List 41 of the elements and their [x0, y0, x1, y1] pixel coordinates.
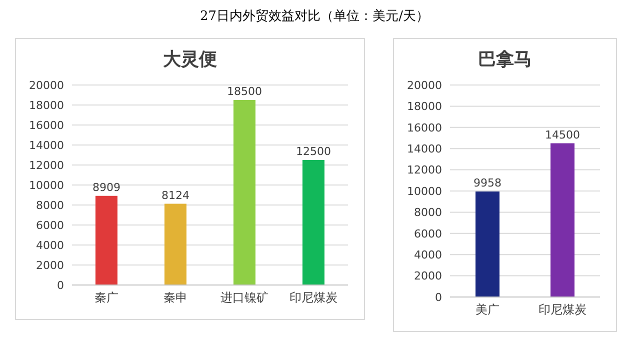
- bar: [95, 196, 118, 285]
- x-tick-label: 印尼煤炭: [538, 302, 586, 317]
- y-tick-label: 18000: [29, 98, 64, 112]
- y-tick-label: 20000: [29, 78, 64, 92]
- y-tick-label: 16000: [407, 121, 442, 134]
- bar: [302, 160, 324, 285]
- bar: [164, 204, 186, 285]
- y-tick-label: 8000: [414, 206, 442, 220]
- y-tick-label: 20000: [407, 78, 442, 92]
- chart-title: 巴拿马: [477, 48, 533, 72]
- y-tick-label: 10000: [407, 184, 442, 198]
- data-label: 8124: [161, 188, 190, 202]
- y-tick-label: 12000: [29, 158, 64, 172]
- y-tick-label: 0: [435, 290, 442, 304]
- y-tick-label: 8000: [36, 198, 64, 212]
- x-tick-label: 印尼煤炭: [290, 290, 338, 305]
- y-tick-label: 6000: [36, 218, 64, 232]
- x-tick-label: 美广: [476, 302, 500, 317]
- x-tick-label: 秦申: [164, 290, 188, 305]
- y-tick-label: 10000: [29, 178, 64, 192]
- bar: [233, 100, 256, 285]
- data-label: 8909: [92, 180, 120, 194]
- y-tick-label: 0: [57, 278, 64, 292]
- data-label: 12500: [296, 145, 331, 158]
- y-tick-label: 6000: [414, 227, 442, 240]
- y-tick-label: 14000: [407, 142, 442, 156]
- x-tick-label: 秦广: [94, 290, 118, 305]
- data-label: 14500: [545, 128, 580, 142]
- y-tick-label: 4000: [414, 248, 442, 262]
- text: 27日内外贸效益对比（单位：美元/天）: [200, 9, 429, 24]
- y-tick-label: 2000: [36, 258, 64, 272]
- x-tick-label: 进口镍矿: [220, 290, 268, 305]
- y-tick-label: 2000: [414, 270, 442, 283]
- y-tick-label: 12000: [407, 164, 442, 177]
- y-tick-label: 16000: [29, 118, 64, 132]
- data-label: 18500: [226, 85, 262, 98]
- y-tick-label: 14000: [29, 138, 64, 152]
- y-tick-label: 4000: [36, 238, 64, 252]
- y-tick-label: 18000: [407, 100, 442, 114]
- data-label: 9958: [474, 176, 502, 190]
- chart-title: 大灵便: [162, 48, 218, 72]
